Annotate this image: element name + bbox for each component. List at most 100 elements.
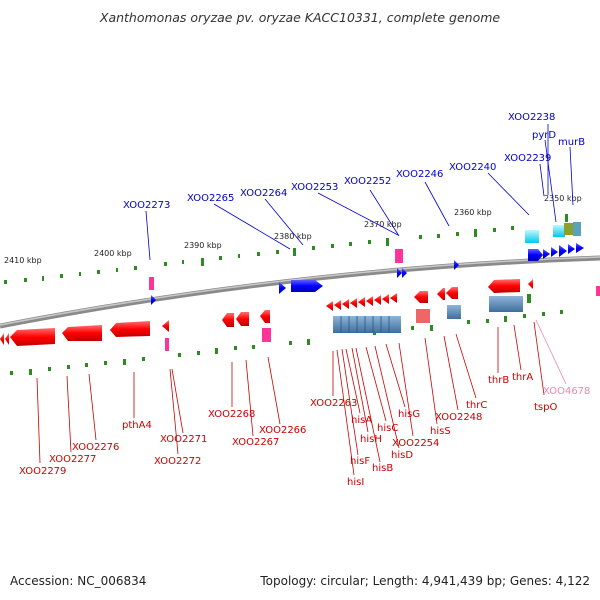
gene-label-murb[interactable]: murB [558,137,585,148]
cds-box[interactable] [333,316,401,333]
gene-arrow[interactable] [576,243,584,253]
rna-gene[interactable] [149,277,154,290]
gene-label-hisa[interactable]: hisA [351,415,372,426]
gene-label-xoo2272[interactable]: XOO2272 [154,456,201,467]
gene-arrow[interactable] [528,279,533,289]
cds-box[interactable] [573,222,581,236]
gene-label-xoo2246[interactable]: XOO2246 [396,169,443,180]
rna-gene[interactable] [596,286,600,296]
gene-label-hisg[interactable]: hisG [398,409,420,420]
gene-arrow[interactable] [528,249,543,261]
gene-arrow[interactable] [291,280,323,292]
gene-label-thrb[interactable]: thrB [488,375,509,386]
genome-backbone-highlight [0,256,600,326]
kbp-label: 2400 kbp [94,249,132,258]
gene-arrow[interactable] [366,296,373,306]
gene-label-hisf[interactable]: hisF [350,456,370,467]
lower-tick-row [10,310,563,375]
gene-arrow[interactable] [551,247,558,257]
gene-arrow[interactable] [382,294,389,304]
gene-label-xoo2271[interactable]: XOO2271 [160,434,207,445]
cds-box[interactable] [564,223,573,235]
kbp-scale: 2410 kbp 2400 kbp 2390 kbp 2380 kbp 2370… [4,194,582,265]
gene-label-xoo2266[interactable]: XOO2266 [259,425,306,436]
gene-arrow[interactable] [454,260,459,270]
gene-arrow[interactable] [559,245,567,257]
genome-summary-text: Topology: circular; Length: 4,941,439 bp… [260,574,590,588]
gene-label-xoo2252[interactable]: XOO2252 [344,176,391,187]
gene-label-xoo2263[interactable]: XOO2263 [310,398,357,409]
gene-label-hiss[interactable]: hisS [430,426,451,437]
gene-label-xoo2268[interactable]: XOO2268 [208,409,255,420]
gene-label-xoo2267[interactable]: XOO2267 [232,437,279,448]
gene-arrow[interactable] [151,295,156,305]
gene-label-xoo2254[interactable]: XOO2254 [392,438,439,449]
gene-arrow[interactable] [446,287,458,299]
gene-arrow[interactable] [279,282,286,294]
gene-arrow[interactable] [10,328,55,346]
gene-arrow[interactable] [110,321,150,337]
gene-arrow[interactable] [414,291,428,303]
gene-arrow[interactable] [402,268,407,278]
gene-label-hisi[interactable]: hisI [347,477,364,488]
forward-strand-genes [149,222,584,305]
rna-gene[interactable] [395,249,403,263]
gene-label-tspo[interactable]: tspO [534,402,557,413]
gene-label-xoo2265[interactable]: XOO2265 [187,193,234,204]
gene-arrow[interactable] [326,301,333,311]
gene-arrow[interactable] [342,299,349,309]
gene-label-hisd[interactable]: hisD [391,450,413,461]
cds-box[interactable] [447,305,461,319]
gene-label-thrc[interactable]: thrC [466,400,487,411]
pseudo-leader-line [535,319,567,385]
kbp-label: 2370 kbp [364,220,402,229]
cds-box[interactable] [525,230,539,243]
gene-label-pyrd[interactable]: pyrD [532,130,556,141]
rna-gene[interactable] [262,328,271,342]
gene-arrow[interactable] [334,300,341,310]
reverse-leader-lines [36,321,545,476]
reverse-strand-genes [0,279,600,351]
gene-label-xoo2264[interactable]: XOO2264 [240,188,287,199]
cds-box[interactable] [416,309,430,323]
gene-label-xoo2240[interactable]: XOO2240 [449,162,496,173]
gene-label-hish[interactable]: hisH [360,434,382,445]
genome-title: Xanthomonas oryzae pv. oryzae KACC10331,… [99,10,501,25]
gene-arrow[interactable] [374,295,381,305]
gene-arrow[interactable] [236,312,249,326]
gene-arrow[interactable] [5,333,9,345]
gene-arrow[interactable] [260,310,270,323]
gene-arrow[interactable] [437,288,445,300]
gene-arrow[interactable] [568,244,575,254]
gene-arrow[interactable] [488,279,520,293]
gene-arrow[interactable] [543,249,550,259]
gene-label-xoo2277[interactable]: XOO2277 [49,454,96,465]
gene-arrow[interactable] [350,298,357,308]
gene-label-xoo2248[interactable]: XOO2248 [435,412,482,423]
gene-arrow[interactable] [0,333,4,345]
gene-arrow[interactable] [162,320,169,332]
gene-label-xoo2276[interactable]: XOO2276 [72,442,119,453]
gene-arrow[interactable] [358,297,365,307]
gene-label-xoo2239[interactable]: XOO2239 [504,153,551,164]
gene-arrow[interactable] [222,313,234,327]
gene-label-hisc[interactable]: hisC [377,423,398,434]
gene-arrow[interactable] [397,268,402,278]
gene-label-xoo2253[interactable]: XOO2253 [291,182,338,193]
gene-label-xoo2238[interactable]: XOO2238 [508,112,555,123]
accession-text: Accession: NC_006834 [10,574,147,588]
cds-box[interactable] [553,225,565,237]
gene-label-ptha4[interactable]: pthA4 [122,420,152,431]
gene-arrow[interactable] [62,325,102,341]
gene-label-xoo2279[interactable]: XOO2279 [19,466,66,477]
rna-gene[interactable] [165,338,169,351]
cds-box[interactable] [489,296,523,312]
gene-label-thra[interactable]: thrA [512,372,533,383]
cds-box[interactable] [527,294,531,303]
gene-label-xoo4678[interactable]: XOO4678 [543,386,590,397]
kbp-label: 2360 kbp [454,208,492,217]
gene-arrow[interactable] [390,293,397,303]
gene-label-hisb[interactable]: hisB [372,463,393,474]
gene-label-xoo2273[interactable]: XOO2273 [123,200,170,211]
